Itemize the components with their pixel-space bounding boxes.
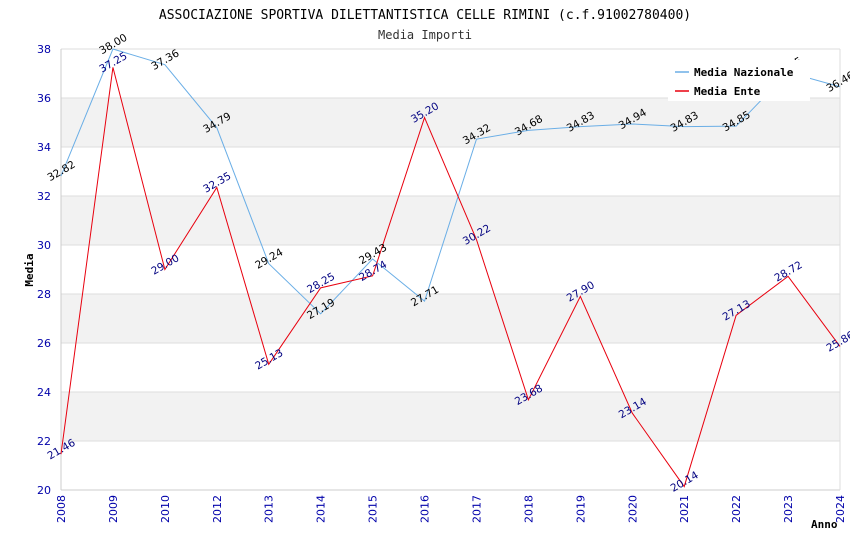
- x-tick-label: 2022: [730, 495, 743, 523]
- x-tick-label: 2020: [626, 495, 639, 523]
- chart-title: ASSOCIAZIONE SPORTIVA DILETTANTISTICA CE…: [159, 8, 691, 23]
- x-tick-label: 2010: [159, 495, 172, 523]
- series-line-media-nazionale: [60, 48, 841, 315]
- series-lines: [60, 48, 841, 488]
- x-tick-label: 2017: [470, 495, 483, 523]
- x-tick-label: 2023: [782, 495, 795, 523]
- data-label-ente: 20.14: [669, 469, 701, 495]
- legend-entry: Media Ente: [694, 85, 761, 98]
- data-label-ente: 28.72: [773, 259, 805, 284]
- y-tick-label: 38: [37, 43, 51, 56]
- y-tick-label: 28: [37, 288, 51, 301]
- y-tick-label: 24: [37, 386, 51, 399]
- y-tick-label: 26: [37, 337, 51, 350]
- grid-band: [61, 294, 840, 343]
- y-tick-label: 20: [37, 484, 51, 497]
- data-label-nazionale: 29.24: [253, 246, 285, 272]
- x-tick-label: 2024: [834, 495, 847, 523]
- grid-band: [61, 392, 840, 441]
- x-tick-label: 2016: [419, 495, 432, 523]
- x-tick-label: 2014: [315, 495, 328, 523]
- data-label-ente: 29.00: [149, 252, 181, 277]
- legend-entry: Media Nazionale: [694, 66, 794, 79]
- x-tick-label: 2013: [263, 495, 276, 523]
- data-label-ente: 25.13: [253, 347, 285, 372]
- chart-subtitle: Media Importi: [378, 28, 472, 42]
- y-tick-label: 22: [37, 435, 51, 448]
- x-tick-label: 2012: [211, 495, 224, 523]
- axes: [60, 49, 841, 491]
- y-tick-label: 36: [37, 92, 51, 105]
- x-tick-label: 2008: [55, 495, 68, 523]
- data-label-ente: 32.35: [201, 170, 233, 195]
- grid-bands: [61, 98, 840, 441]
- x-axis-ticks: 2008 2009 2010 2012 2013 2014 2015 2016 2017 2018…: [55, 495, 847, 523]
- x-tick-label: 2019: [574, 495, 587, 523]
- y-axis-ticks: 20 22 24 26 28 30 32 34 36 38: [37, 43, 51, 497]
- grid-lines: [61, 48, 840, 491]
- data-label-ente: 28.25: [305, 271, 337, 296]
- y-tick-label: 32: [37, 190, 51, 203]
- legend: Media Nazionale Media Ente: [668, 60, 810, 101]
- x-tick-label: 2021: [678, 495, 691, 523]
- x-tick-label: 2015: [367, 495, 380, 523]
- x-tick-label: 2009: [107, 495, 120, 523]
- legend-box: [668, 60, 810, 101]
- y-tick-label: 34: [37, 141, 51, 154]
- data-label-nazionale: 37.36: [149, 47, 181, 73]
- y-tick-label: 30: [37, 239, 51, 252]
- data-label-nazionale: 36.46: [824, 69, 850, 95]
- x-axis-label: Anno: [811, 518, 838, 531]
- x-tick-label: 2018: [522, 495, 535, 523]
- grid-band: [61, 98, 840, 147]
- series-line-media-ente: [60, 67, 841, 488]
- y-axis-label: Media: [23, 253, 36, 286]
